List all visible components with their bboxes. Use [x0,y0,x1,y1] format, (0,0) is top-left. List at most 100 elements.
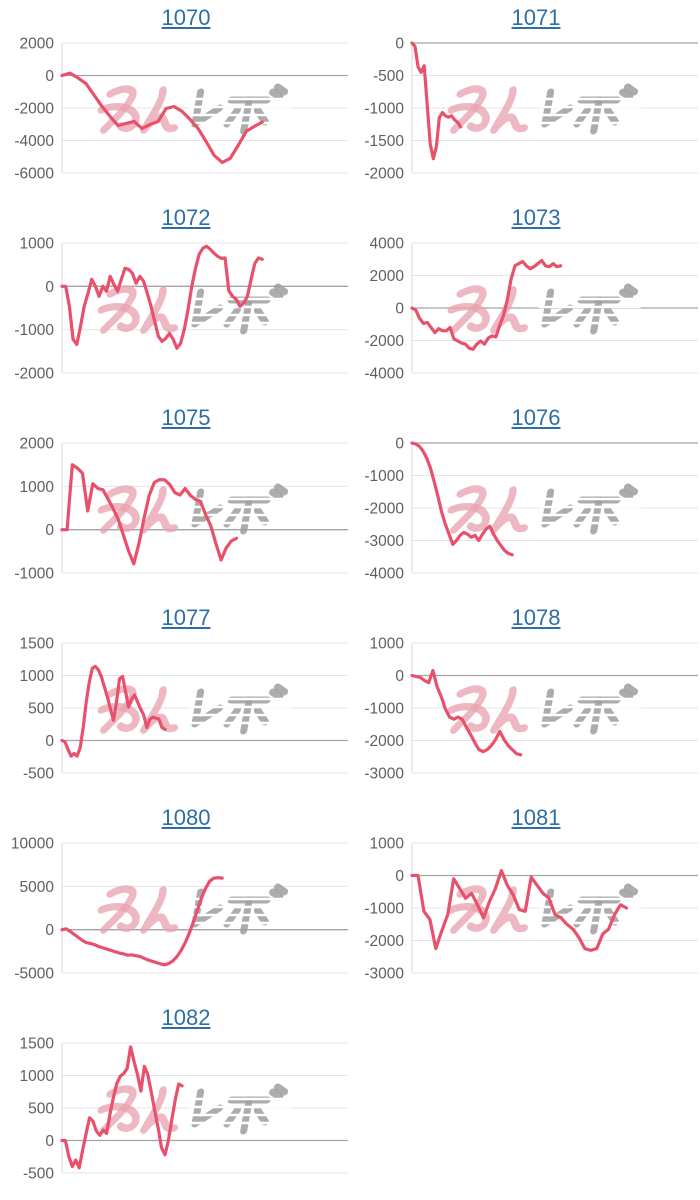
chart-cell-1082: 1082 1500 1000 500 0 -500 [0,1000,350,1200]
chart-canvas-1072: 1000 0 -1000 -2000 [14,236,348,383]
y-axis-labels: 0 -500 -1000 -1500 -2000 [364,36,404,183]
y-tick-label: 1000 [20,479,55,496]
chart-canvas-1073: 4000 2000 0 -2000 -4000 [364,236,698,383]
chart-cell-1077: 1077 1500 1000 500 0 -500 [0,600,350,800]
y-tick-label: 0 [395,301,404,318]
y-tick-label: -500 [373,68,404,85]
y-tick-label: 4000 [370,236,405,253]
y-tick-label: 1000 [370,636,405,653]
y-tick-label: -1500 [364,133,404,150]
chart-title-row: 1081 [372,805,700,831]
y-tick-label: 1000 [20,668,55,685]
y-tick-label: -6000 [14,166,54,183]
gridlines [61,242,348,374]
series-line [60,71,264,164]
y-tick-label: -2000 [364,166,404,183]
chart-title-row: 1072 [22,205,350,231]
chart-canvas-1077: 1500 1000 500 0 -500 [20,636,348,783]
series-line [410,41,463,161]
y-tick-label: -1000 [14,322,54,339]
y-axis-labels: 1500 1000 500 0 -500 [20,636,55,783]
chart-canvas-1080: 10000 5000 0 -5000 [11,836,348,983]
y-tick-label: 10000 [11,836,54,853]
chart-title-row: 1077 [22,605,350,631]
y-tick-label: -2000 [14,366,54,383]
y-tick-label: 2000 [370,268,405,285]
chart-link-1071[interactable]: 1071 [511,5,561,30]
watermark-logo [97,483,293,535]
y-tick-label: 1500 [20,636,55,653]
series-line [410,668,523,757]
y-tick-label: 0 [395,36,404,53]
y-axis-labels: 0 -1000 -2000 -3000 -4000 [364,436,404,583]
chart-link-1082[interactable]: 1082 [161,1005,211,1030]
series-line [60,1045,184,1170]
chart-link-1080[interactable]: 1080 [161,805,211,830]
chart-cell-1073: 1073 4000 2000 0 -2000 -4000 [350,200,700,400]
y-axis-labels: 4000 2000 0 -2000 -4000 [364,236,404,383]
watermark-logo [447,83,643,135]
y-tick-label: 0 [45,279,54,296]
chart-link-1076[interactable]: 1076 [511,405,561,430]
y-tick-label: 0 [45,522,54,539]
y-axis-labels: 1000 0 -1000 -2000 [14,236,54,383]
y-tick-label: -2000 [364,501,404,518]
series-line [60,876,224,967]
y-axis-labels: 10000 5000 0 -5000 [11,836,54,983]
y-tick-label: -2000 [364,933,404,950]
y-axis-labels: 2000 0 -2000 -4000 -6000 [14,36,54,183]
y-tick-label: -2000 [14,101,54,118]
y-tick-label: 0 [45,1133,54,1150]
chart-cell-1072: 1072 1000 0 -1000 -2000 [0,200,350,400]
y-tick-label: 2000 [20,36,55,53]
series-line [60,244,264,350]
chart-cell-1070: 1070 2000 0 -2000 -4000 -6000 [0,0,350,200]
chart-title-row: 1070 [22,5,350,31]
y-tick-label: -4000 [364,566,404,583]
chart-canvas-1075: 2000 1000 0 -1000 [14,436,348,583]
y-tick-label: -4000 [364,366,404,383]
series-line [410,441,514,557]
chart-cell-1081: 1081 1000 0 -1000 -2000 -3000 [350,800,700,1000]
y-tick-label: -2000 [364,333,404,350]
chart-link-1070[interactable]: 1070 [161,5,211,30]
chart-cell-1078: 1078 1000 0 -1000 -2000 -3000 [350,600,700,800]
chart-title-row: 1078 [372,605,700,631]
watermark-logo [97,883,293,935]
chart-title-row: 1073 [372,205,700,231]
y-tick-label: -1000 [14,566,54,583]
y-tick-label: -2000 [364,733,404,750]
y-axis-labels: 1000 0 -1000 -2000 -3000 [364,836,404,983]
y-tick-label: 0 [395,868,404,885]
y-tick-label: 1000 [20,236,55,253]
chart-title-row: 1082 [22,1005,350,1031]
y-tick-label: -3000 [364,966,404,983]
chart-cell-1075: 1075 2000 1000 0 -1000 [0,400,350,600]
chart-link-1081[interactable]: 1081 [511,805,561,830]
chart-canvas-1071: 0 -500 -1000 -1500 -2000 [364,36,698,183]
y-tick-label: 500 [28,1101,54,1118]
chart-link-1077[interactable]: 1077 [161,605,211,630]
y-tick-label: -1000 [364,901,404,918]
chart-link-1078[interactable]: 1078 [511,605,561,630]
y-tick-label: -5000 [14,966,54,983]
chart-title-row: 1080 [22,805,350,831]
gridlines [411,642,698,774]
chart-cell-1071: 1071 0 -500 -1000 -1500 -2000 [350,0,700,200]
gridlines [61,842,348,974]
chart-link-1072[interactable]: 1072 [161,205,211,230]
chart-link-1073[interactable]: 1073 [511,205,561,230]
y-tick-label: -1000 [364,101,404,118]
chart-link-1075[interactable]: 1075 [161,405,211,430]
y-axis-labels: 1000 0 -1000 -2000 -3000 [364,636,404,783]
y-axis-labels: 2000 1000 0 -1000 [14,436,54,583]
y-tick-label: 1500 [20,1036,55,1053]
series-line [410,868,629,952]
chart-canvas-1082: 1500 1000 500 0 -500 [20,1036,348,1183]
y-tick-label: 0 [45,68,54,85]
y-tick-label: 0 [45,922,54,939]
y-tick-label: -1000 [364,468,404,485]
y-tick-label: 1000 [20,1068,55,1085]
watermark-logo [447,483,643,535]
